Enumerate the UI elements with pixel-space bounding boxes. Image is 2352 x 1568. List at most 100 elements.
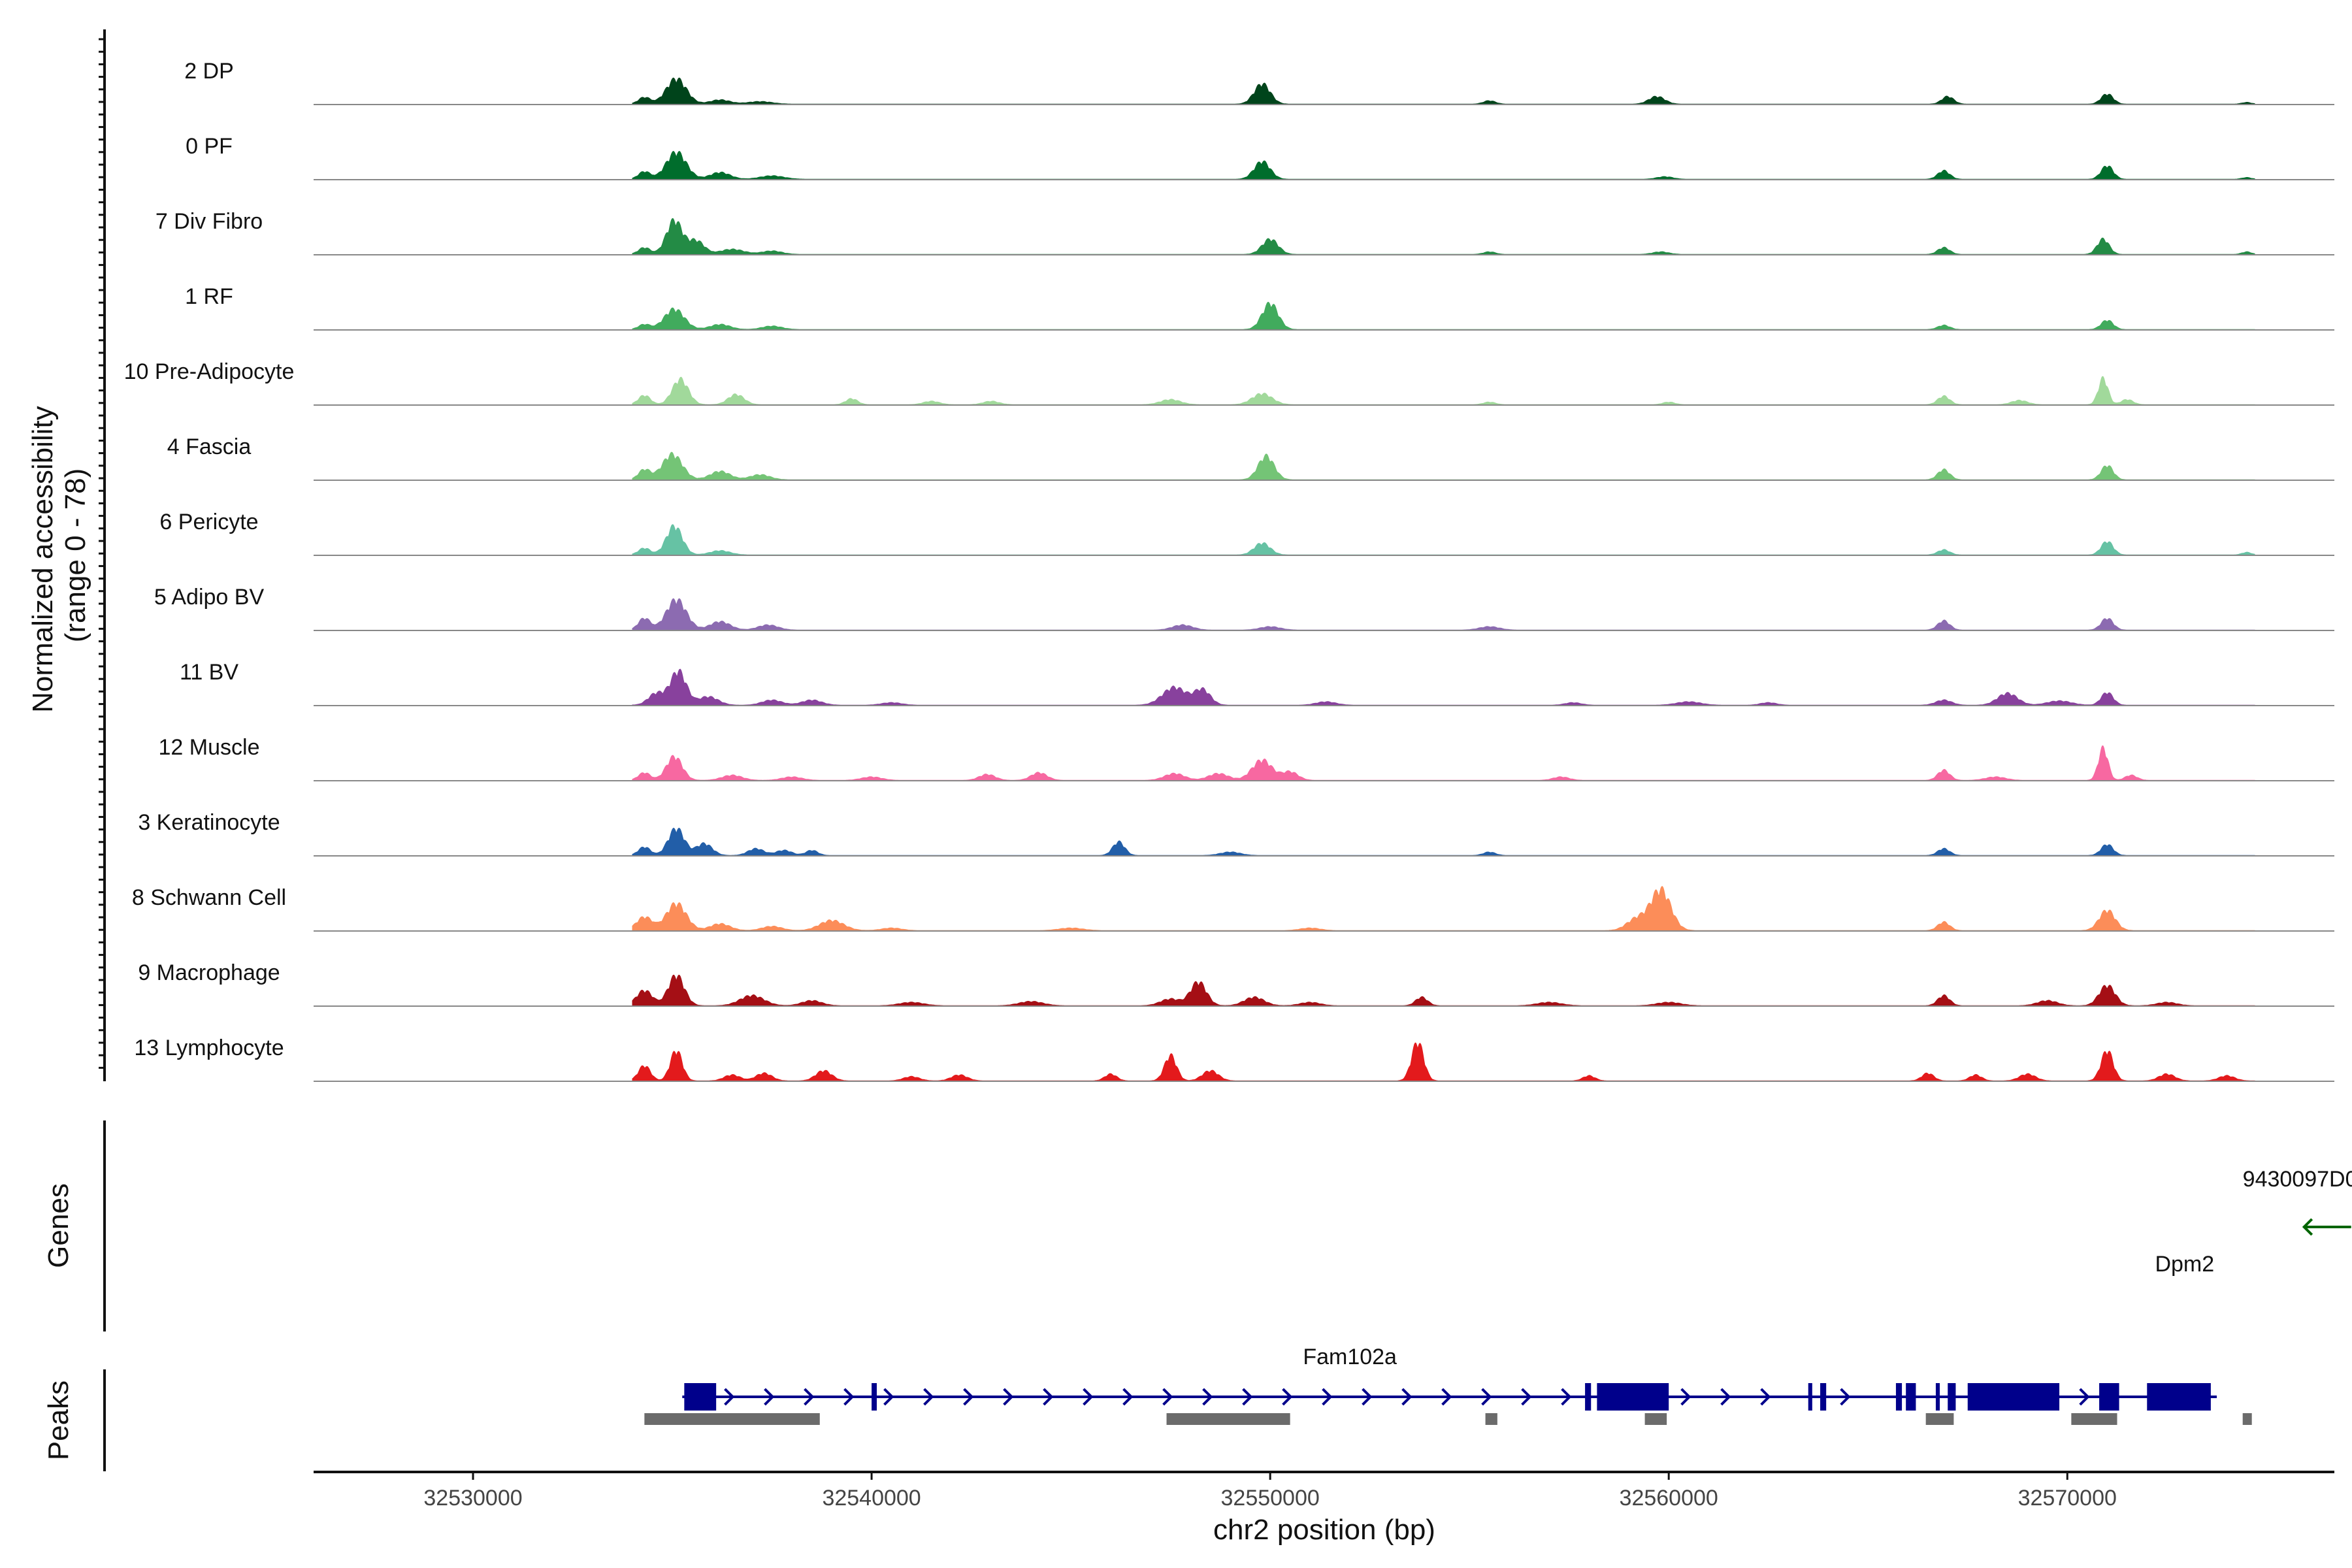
peak-region bbox=[2071, 1413, 2117, 1425]
track-label: 6 Pericyte bbox=[159, 510, 258, 534]
peak-region bbox=[644, 1413, 820, 1425]
strand-chevron bbox=[1202, 1388, 1213, 1406]
exon bbox=[1895, 1383, 1903, 1411]
x-tick-label: 32540000 bbox=[822, 1486, 921, 1511]
coverage-area bbox=[632, 302, 2255, 331]
track-12-muscle: 12 Muscle bbox=[159, 735, 2334, 781]
coverage-area bbox=[632, 1042, 2255, 1082]
strand-chevron bbox=[1162, 1388, 1173, 1406]
strand-chevron bbox=[1083, 1388, 1094, 1406]
strand-chevron bbox=[1521, 1388, 1532, 1406]
track-2-dp: 2 DP bbox=[184, 59, 2334, 105]
strand-chevron bbox=[724, 1388, 735, 1406]
coverage-area bbox=[632, 77, 2255, 105]
peak-region bbox=[1166, 1413, 1290, 1425]
genes-axis-title: Genes bbox=[42, 1183, 74, 1268]
exon bbox=[684, 1383, 717, 1411]
strand-chevron bbox=[1680, 1388, 1691, 1406]
coverage-area bbox=[632, 828, 2255, 857]
strand-chevron bbox=[1122, 1388, 1134, 1406]
strand-chevron bbox=[1282, 1388, 1293, 1406]
y-axis-title: Normalized accessibility (range 0 - 78) bbox=[27, 398, 91, 713]
track-label: 7 Div Fibro bbox=[155, 209, 263, 234]
strand-chevron bbox=[883, 1388, 894, 1406]
track-label: 1 RF bbox=[185, 284, 233, 309]
track-6-pericyte: 6 Pericyte bbox=[159, 510, 2334, 556]
coverage-area bbox=[632, 745, 2255, 781]
exon bbox=[1808, 1383, 1812, 1411]
exon bbox=[1585, 1383, 1592, 1411]
y-axis-title-line2: (range 0 - 78) bbox=[59, 468, 91, 643]
strand-chevron bbox=[923, 1388, 934, 1406]
gene-label: 9430097D07Rik bbox=[2243, 1167, 2352, 1192]
x-tick-label: 32570000 bbox=[2018, 1486, 2117, 1511]
strand-arrow-head bbox=[2302, 1218, 2313, 1236]
track-label: 11 BV bbox=[180, 660, 238, 685]
strand-chevron bbox=[1561, 1388, 1572, 1406]
gene-fam102a: Fam102a bbox=[682, 1345, 2217, 1411]
coverage-area bbox=[632, 524, 2255, 556]
exon bbox=[1906, 1383, 1916, 1411]
strand-chevron bbox=[963, 1388, 974, 1406]
track-label: 12 Muscle bbox=[159, 735, 260, 760]
strand-chevron bbox=[1720, 1388, 1731, 1406]
track-0-pf: 0 PF bbox=[186, 134, 2334, 180]
x-tick-label: 32550000 bbox=[1221, 1486, 1320, 1511]
gene-9430097d07rik: 9430097D07Rik bbox=[2243, 1167, 2352, 1236]
exon bbox=[2147, 1383, 2211, 1411]
strand-chevron bbox=[1322, 1388, 1333, 1406]
strand-chevron bbox=[764, 1388, 775, 1406]
exon bbox=[1935, 1383, 1940, 1411]
coverage-area bbox=[632, 886, 2255, 932]
peaks-axis-title: Peaks bbox=[42, 1380, 74, 1460]
strand-chevron bbox=[1441, 1388, 1452, 1406]
coverage-area bbox=[632, 598, 2255, 631]
strand-chevron bbox=[1840, 1388, 1851, 1406]
coverage-area bbox=[632, 668, 2255, 706]
y-axis-ticks bbox=[99, 38, 105, 1069]
x-axis-title: chr2 position (bp) bbox=[1213, 1514, 1435, 1546]
track-9-macrophage: 9 Macrophage bbox=[138, 960, 2334, 1007]
exon bbox=[1597, 1383, 1669, 1411]
peak-track bbox=[644, 1413, 2252, 1425]
peak-region bbox=[1644, 1413, 1667, 1425]
track-label: 9 Macrophage bbox=[138, 960, 280, 985]
gene-dpm2: Dpm2 bbox=[2155, 1252, 2214, 1277]
exon bbox=[2099, 1383, 2119, 1411]
strand-chevron bbox=[843, 1388, 855, 1406]
gene-track: Fam102a Dpm2 9430097D07Rik bbox=[682, 1167, 2352, 1411]
gene-label: Fam102a bbox=[1303, 1345, 1397, 1369]
gene-label: Dpm2 bbox=[2155, 1252, 2214, 1277]
strand-chevron bbox=[1242, 1388, 1253, 1406]
track-10-pre-adipocyte: 10 Pre-Adipocyte bbox=[124, 359, 2334, 406]
strand-chevron bbox=[1043, 1388, 1054, 1406]
x-tick-label: 32530000 bbox=[423, 1486, 522, 1511]
peak-region bbox=[1485, 1413, 1497, 1425]
coverage-area bbox=[632, 974, 2255, 1007]
exon bbox=[872, 1383, 877, 1411]
peak-region bbox=[2242, 1413, 2252, 1425]
coverage-area bbox=[632, 218, 2255, 255]
strand-chevron bbox=[1481, 1388, 1492, 1406]
track-7-div-fibro: 7 Div Fibro bbox=[155, 209, 2334, 255]
coverage-area bbox=[632, 376, 2255, 406]
track-label: 13 Lymphocyte bbox=[134, 1036, 284, 1060]
strand-chevron bbox=[1362, 1388, 1373, 1406]
track-label: 4 Fascia bbox=[167, 434, 252, 459]
strand-chevron bbox=[2079, 1388, 2090, 1406]
track-label: 3 Keratinocyte bbox=[138, 810, 280, 835]
strand-chevron bbox=[1760, 1388, 1771, 1406]
peak-region bbox=[1925, 1413, 1954, 1425]
strand-chevron bbox=[1003, 1388, 1014, 1406]
coverage-tracks: 2 DP 0 PF 7 Div Fibro 1 RF 10 Pre-Adipocyte 4… bbox=[124, 59, 2334, 1082]
track-1-rf: 1 RF bbox=[185, 284, 2334, 331]
track-5-adipo-bv: 5 Adipo BV bbox=[154, 585, 2334, 631]
track-11-bv: 11 BV bbox=[180, 660, 2334, 706]
strand-chevron bbox=[1401, 1388, 1413, 1406]
track-4-fascia: 4 Fascia bbox=[167, 434, 2334, 481]
coverage-area bbox=[632, 451, 2255, 481]
track-label: 2 DP bbox=[184, 59, 234, 84]
track-label: 10 Pre-Adipocyte bbox=[124, 359, 295, 384]
exon bbox=[1948, 1383, 1956, 1411]
